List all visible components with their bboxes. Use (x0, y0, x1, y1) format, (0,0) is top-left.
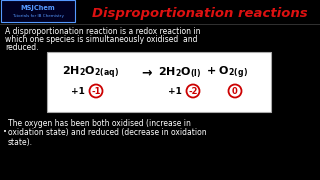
Text: $\mathbf{2H_2O_{2(aq)}}$: $\mathbf{2H_2O_{2(aq)}}$ (62, 65, 119, 81)
Text: 0: 0 (232, 87, 238, 96)
Text: state).: state). (8, 138, 33, 147)
Text: oxidation state) and reduced (decrease in oxidation: oxidation state) and reduced (decrease i… (8, 129, 207, 138)
Text: A disproportionation reaction is a redox reaction in: A disproportionation reaction is a redox… (5, 28, 201, 37)
Text: Disproportionation reactions: Disproportionation reactions (92, 6, 308, 19)
Text: $\mathbf{\rightarrow}$: $\mathbf{\rightarrow}$ (139, 66, 153, 80)
Text: -1: -1 (91, 87, 101, 96)
Text: •: • (3, 129, 7, 135)
Text: $\mathbf{2H_2O_{(l)}}$: $\mathbf{2H_2O_{(l)}}$ (158, 66, 202, 80)
Text: +1: +1 (168, 87, 182, 96)
Text: reduced.: reduced. (5, 44, 38, 53)
Text: $\mathbf{+\ O_{2(g)}}$: $\mathbf{+\ O_{2(g)}}$ (206, 65, 248, 81)
Text: MSJChem: MSJChem (20, 5, 55, 11)
Text: -2: -2 (188, 87, 198, 96)
Text: The oxygen has been both oxidised (increase in: The oxygen has been both oxidised (incre… (8, 120, 191, 129)
FancyBboxPatch shape (1, 0, 75, 22)
Text: +1: +1 (71, 87, 85, 96)
FancyBboxPatch shape (47, 52, 271, 112)
Text: Tutorials for IB Chemistry: Tutorials for IB Chemistry (12, 14, 64, 18)
Text: which one species is simultaneously oxidised  and: which one species is simultaneously oxid… (5, 35, 197, 44)
